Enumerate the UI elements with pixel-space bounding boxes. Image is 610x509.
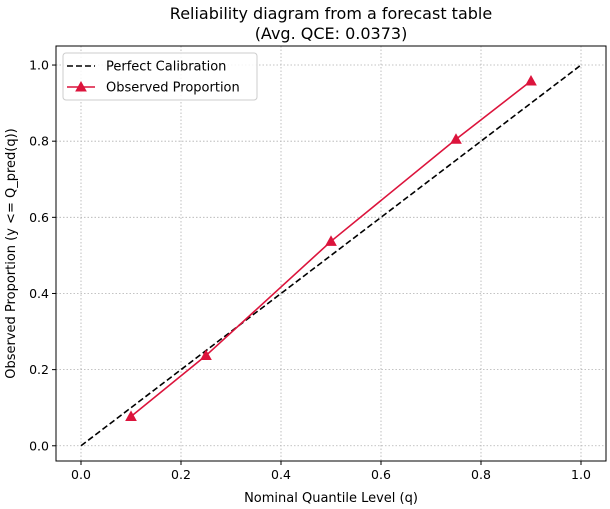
y-tick-label: 1.0 (29, 58, 49, 73)
y-tick-label: 0.2 (29, 362, 49, 377)
x-axis-label: Nominal Quantile Level (q) (244, 491, 418, 506)
y-tick-label: 0.6 (29, 210, 49, 225)
legend-box (62, 52, 258, 101)
x-tick-label: 0.0 (71, 467, 91, 482)
chart-title: Reliability diagram from a forecast tabl… (170, 4, 492, 23)
data-point-marker (200, 349, 212, 361)
x-tick-label: 0.2 (171, 467, 191, 482)
x-tick-label: 0.8 (471, 467, 491, 482)
plot-frame (55, 45, 607, 462)
series-layer (80, 64, 582, 447)
grid (56, 46, 606, 461)
legend-marker (75, 80, 87, 92)
y-tick-label: 0.0 (29, 438, 49, 453)
y-tick-label: 0.4 (29, 286, 49, 301)
legend-label: Observed Proportion (106, 81, 240, 96)
x-tick-label: 0.6 (371, 467, 391, 482)
data-point-marker (325, 235, 337, 246)
observed-proportion-line (130, 80, 532, 418)
data-point-marker (125, 410, 137, 421)
y-axis-label: Observed Proportion (y <= Q_pred(q)) (4, 128, 19, 378)
y-tick-label: 0.8 (29, 134, 49, 149)
data-point-marker (450, 133, 462, 144)
data-point-marker (525, 74, 537, 86)
chart-subtitle: (Avg. QCE: 0.0373) (255, 24, 408, 43)
perfect-calibration-line (80, 64, 582, 447)
ticks: 0.0 0.2 0.4 0.6 0.8 1.0 0.0 0.2 0.4 0.6 0.8 1.0 (29, 58, 591, 482)
legend-label: Perfect Calibration (106, 60, 226, 75)
x-tick-label: 0.4 (271, 467, 291, 482)
legend: Perfect Calibration Observed Proportion (62, 52, 258, 101)
x-tick-label: 1.0 (571, 467, 591, 482)
